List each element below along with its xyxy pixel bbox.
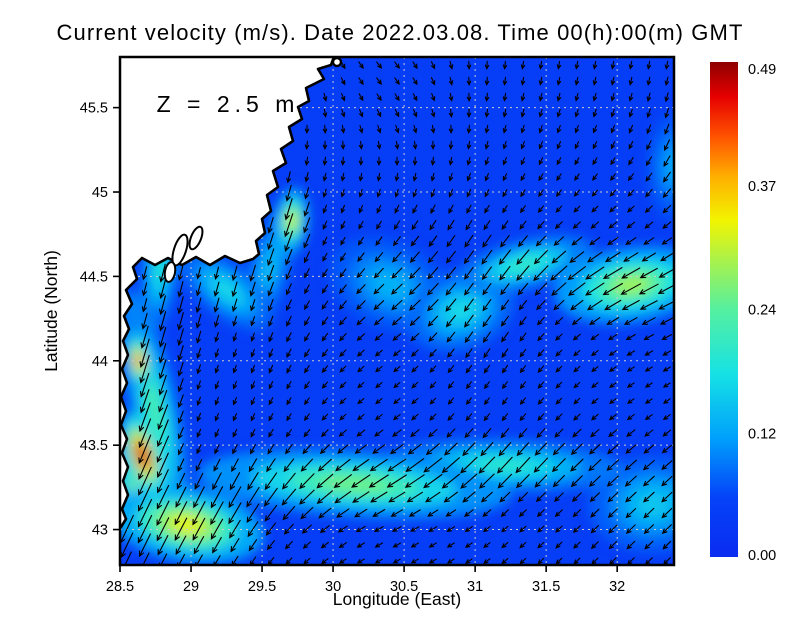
x-tick-label: 29 [183, 579, 199, 595]
x-tick-label: 28.5 [106, 579, 134, 595]
lagoon-lake [163, 261, 177, 283]
colorbar-tick-label: 0.37 [748, 179, 776, 195]
small-island [331, 57, 343, 68]
x-tick-label: 31 [467, 579, 483, 595]
coastline [120, 57, 336, 529]
figure-title: Current velocity (m/s). Date 2022.03.08.… [57, 20, 744, 45]
y-tick-label: 45.5 [80, 101, 108, 117]
depth-annotation: Z = 2.5 m [157, 91, 300, 117]
y-tick-label: 43.5 [80, 438, 108, 454]
colorbar-tick-label: 0.49 [748, 62, 776, 78]
colorbar-gradient [710, 62, 738, 557]
x-tick-label: 32 [609, 579, 625, 595]
map-plot-area [120, 57, 674, 565]
colorbar-tick-label: 0.00 [748, 548, 776, 564]
y-tick-label: 44.5 [80, 269, 108, 285]
x-axis-label: Longitude (East) [333, 589, 461, 609]
x-tick-label: 29.5 [248, 579, 276, 595]
axes-ticks: 28.5 29 29.5 30 30.5 31 31.5 32 45.5 45 44.5 44 43.5… [80, 101, 625, 595]
colorbar-tick-label: 0.12 [748, 426, 776, 442]
y-tick-label: 43 [92, 523, 108, 539]
y-tick-label: 44 [92, 354, 108, 370]
y-axis-label: Latitude (North) [41, 250, 61, 372]
y-tick-label: 45 [92, 185, 108, 201]
lagoon-lake [188, 225, 204, 251]
land-mass [120, 57, 343, 529]
x-tick-label: 30.5 [390, 579, 418, 595]
x-tick-label: 30 [325, 579, 341, 595]
x-tick-label: 31.5 [532, 579, 560, 595]
colorbar-tick-label: 0.24 [748, 303, 776, 319]
colorbar: 0.00 0.12 0.24 0.37 0.49 [710, 62, 776, 564]
plot-frame [118, 55, 676, 567]
map-layers [120, 57, 674, 565]
current-vectors [120, 60, 674, 565]
